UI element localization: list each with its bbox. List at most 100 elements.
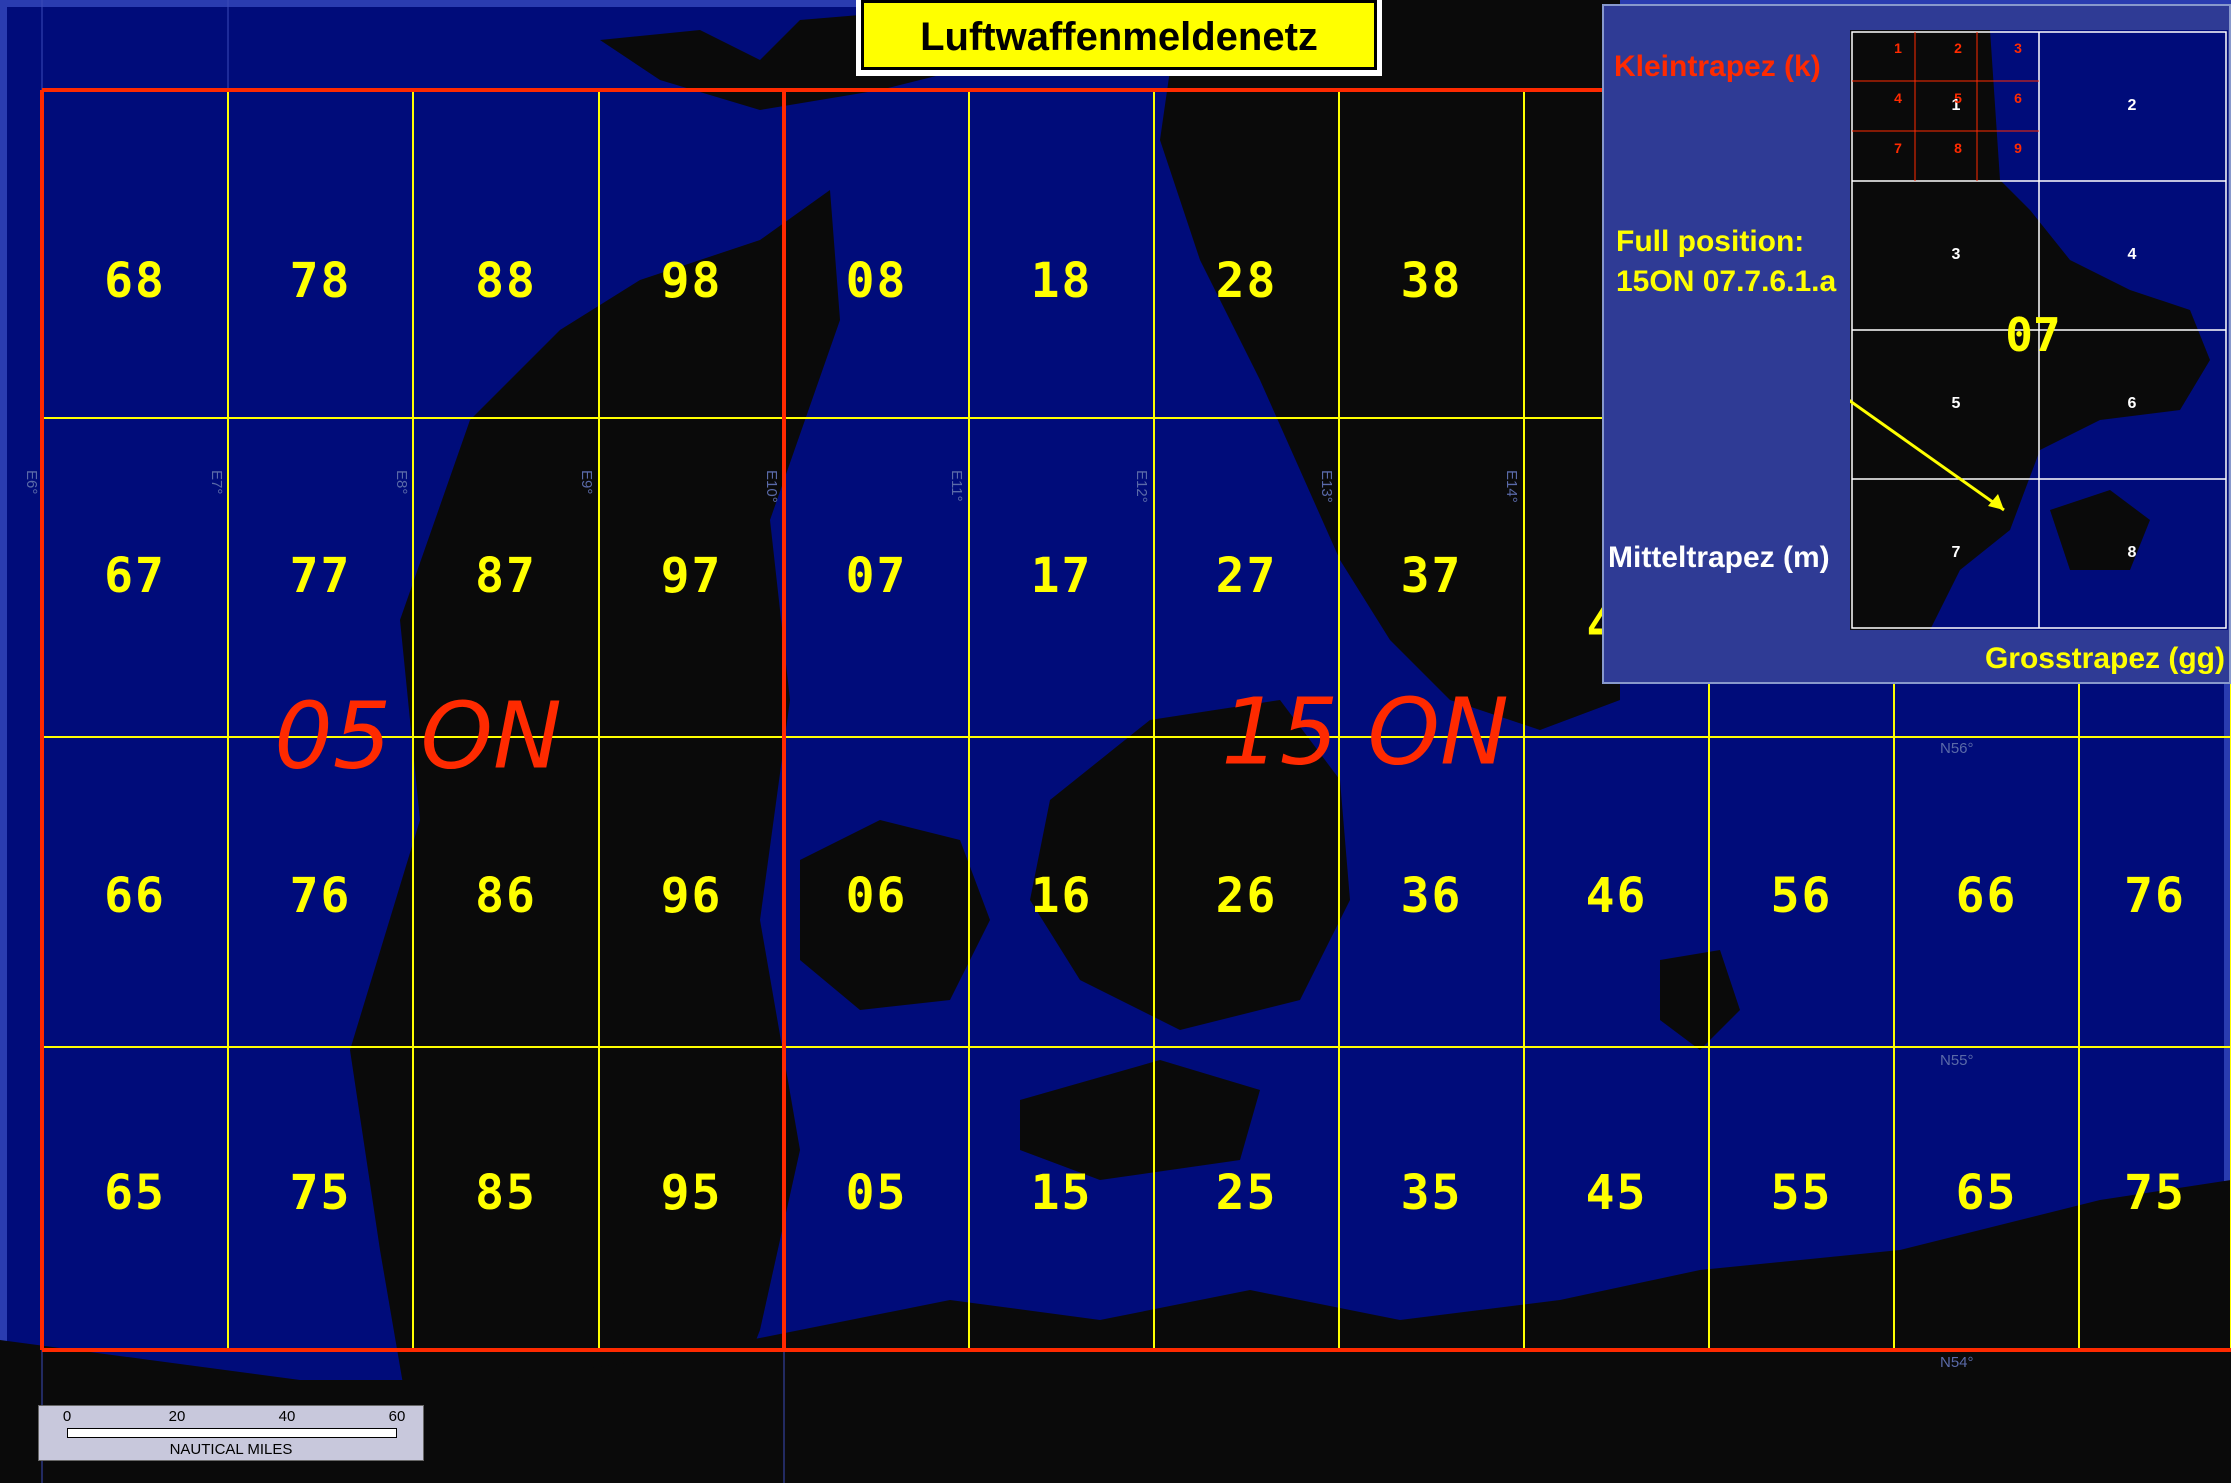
- land-zealand: [1030, 700, 1350, 1030]
- grid-cell-label: 55: [1770, 1165, 1833, 1221]
- mittel-number: 1: [1951, 97, 1961, 114]
- mittel-number: 3: [1951, 246, 1961, 263]
- klein-number: 8: [1954, 140, 1962, 156]
- scale-tick-label: 0: [62, 1408, 72, 1425]
- grid-cell-label: 45: [1585, 1165, 1648, 1221]
- longitude-label: E10°: [763, 470, 780, 503]
- land-bornholm: [1660, 950, 1740, 1050]
- longitude-label: E14°: [1503, 470, 1520, 503]
- longitude-label: E11°: [948, 470, 965, 502]
- grid-cell-label: 36: [1400, 868, 1463, 924]
- grid-cell-label: 96: [660, 868, 723, 924]
- scale-tick-label: 40: [278, 1408, 296, 1425]
- latitude-label: N56°: [1940, 740, 1974, 757]
- inset-klein-grid: [1852, 32, 2039, 181]
- grid-cell-label: 86: [475, 868, 537, 924]
- grid-cell-label: 37: [1400, 548, 1463, 604]
- grid-cell-label: 35: [1400, 1165, 1463, 1221]
- scale-bar-graphic: [67, 1428, 397, 1438]
- grid-cell-label: 66: [1955, 868, 2018, 924]
- zone-label-15on: 15 ON: [1221, 678, 1509, 786]
- land-germany: [0, 1180, 2231, 1483]
- grid-cell-label: 18: [1030, 253, 1093, 309]
- klein-number: 7: [1894, 140, 1902, 156]
- scale-tick-label: 60: [388, 1408, 406, 1425]
- mittel-number: 6: [2127, 395, 2137, 412]
- grid-cell-label: 95: [660, 1165, 723, 1221]
- longitude-label: E12°: [1133, 470, 1150, 503]
- mittel-number: 5: [1951, 395, 1961, 412]
- longitude-label: E13°: [1318, 470, 1335, 503]
- grid-cell-label: 66: [104, 868, 166, 924]
- grid-cell-label: 25: [1215, 1165, 1278, 1221]
- grid-cell-label: 88: [475, 253, 537, 309]
- longitude-label: E6°: [23, 470, 40, 495]
- grid-cell-label: 85: [475, 1165, 537, 1221]
- grid-cell-label: 75: [2124, 1165, 2186, 1221]
- grid-cell-label: 97: [660, 548, 723, 604]
- grid-cell-label: 28: [1215, 253, 1278, 309]
- latitude-label: N54°: [1940, 1354, 1974, 1371]
- map-title: Luftwaffenmeldenetz: [861, 0, 1377, 70]
- grid-cell-label: 16: [1030, 868, 1093, 924]
- klein-number: 3: [2014, 40, 2022, 56]
- grid-cell-label: 75: [289, 1165, 352, 1221]
- full-position-value: 15ON 07.7.6.1.a: [1616, 265, 1837, 298]
- mitteltrapez-label: Mitteltrapez (m): [1608, 541, 1830, 574]
- mittel-number: 7: [1951, 544, 1961, 561]
- grid-cell-label: 68: [104, 253, 166, 309]
- grosstrapez-label: Grosstrapez (gg): [1984, 642, 2225, 675]
- grid-cell-label: 05: [845, 1165, 908, 1221]
- zone-label-05on: 05 ON: [274, 682, 562, 790]
- position-pointer-arrowhead: [1988, 494, 2004, 510]
- land-sweden: [1160, 0, 1620, 730]
- klein-number: 5: [1954, 90, 1962, 106]
- grid-cell-label: 77: [289, 548, 352, 604]
- grid-cell-label: 87: [475, 548, 537, 604]
- inset-map: 1 2 3 4 5 6 7 8 1 2 3 4 5 6 7 8 9 07: [1729, 30, 2228, 630]
- grid-cell-label: 46: [1585, 868, 1648, 924]
- grid-cell-label: 08: [845, 253, 908, 309]
- grid-cell-label: 17: [1030, 548, 1093, 604]
- inset-panel: Kleintrapez (k) Full position: 15ON 07.7…: [1602, 4, 2231, 684]
- grid-cell-label: 67: [104, 548, 166, 604]
- inset-map-svg: [1729, 30, 2228, 630]
- grid-cell-label: 65: [104, 1165, 166, 1221]
- grid-cell-label: 56: [1770, 868, 1833, 924]
- land-jutland: [350, 190, 840, 1483]
- grid-cell-label: 76: [289, 868, 352, 924]
- longitude-label: E9°: [578, 470, 595, 495]
- grid-cell-label: 98: [660, 253, 723, 309]
- land-lolland: [1020, 1060, 1260, 1180]
- scale-caption: NAUTICAL MILES: [169, 1441, 293, 1458]
- grid-minor-lines: [41, 0, 2231, 1483]
- klein-number: 2: [1954, 40, 1962, 56]
- klein-number: 4: [1894, 90, 1902, 106]
- scale-bar: 0 20 40 60 NAUTICAL MILES: [38, 1405, 424, 1461]
- grid-cell-label: 78: [289, 253, 352, 309]
- grid-cell-label: 38: [1400, 253, 1463, 309]
- grid-cell-label: 26: [1215, 868, 1278, 924]
- longitude-label: E8°: [393, 470, 410, 495]
- full-position-label: Full position:: [1616, 225, 1805, 258]
- klein-number: 6: [2014, 90, 2022, 106]
- grid-cell-label: 06: [845, 868, 908, 924]
- grid-cell-label: 65: [1955, 1165, 2018, 1221]
- grid-cell-label: 07: [845, 548, 908, 604]
- kleintrapez-label: Kleintrapez (k): [1614, 50, 1821, 83]
- land-funen: [800, 820, 990, 1010]
- mittel-number: 2: [2127, 97, 2137, 114]
- grid-cell-label: 27: [1215, 548, 1278, 604]
- full-position-text: Full position: 15ON 07.7.6.1.a: [1616, 222, 1836, 302]
- grid-cell-label: 15: [1030, 1165, 1093, 1221]
- longitude-label: E7°: [208, 470, 225, 495]
- grid-cell-label: 76: [2124, 868, 2186, 924]
- scale-tick-label: 20: [168, 1408, 186, 1425]
- grid-major-lines: [40, 88, 2231, 1352]
- latitude-label: N55°: [1940, 1052, 1974, 1069]
- mittel-number: 8: [2127, 544, 2137, 561]
- klein-number: 1: [1894, 40, 1902, 56]
- mittel-number: 4: [2127, 246, 2137, 263]
